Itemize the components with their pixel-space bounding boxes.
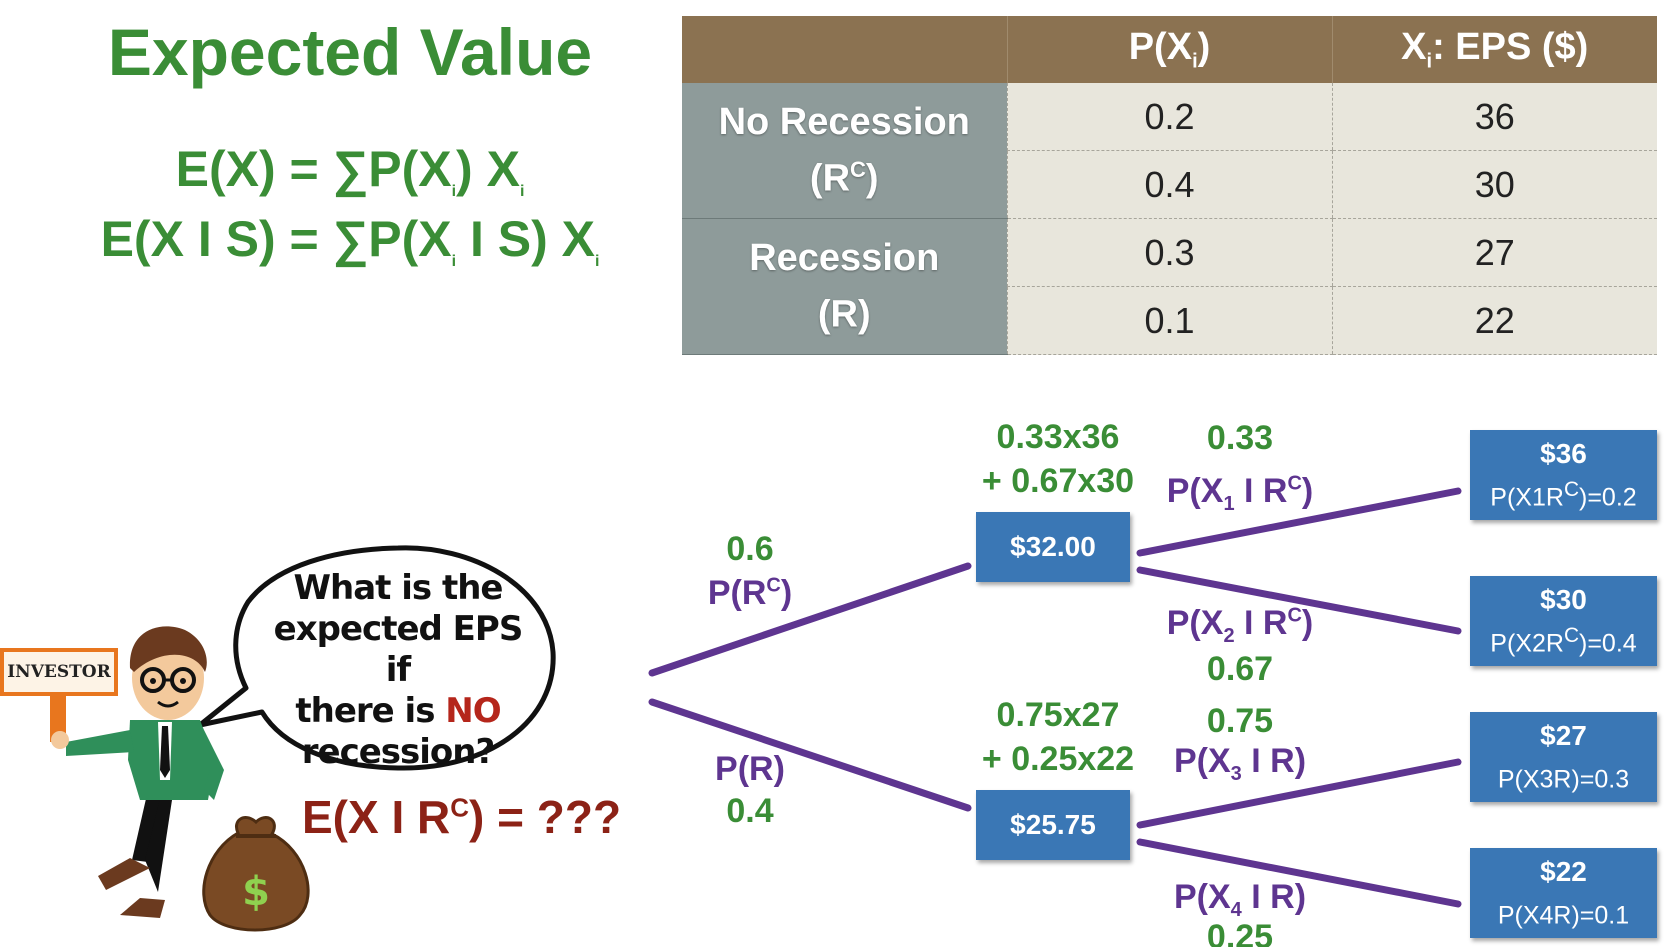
table-cell-probability: 0.2 bbox=[1006, 83, 1332, 151]
state-no-recession: No Recession (RC) bbox=[682, 83, 1007, 219]
table-cell-probability: 0.4 bbox=[1006, 150, 1332, 219]
lower-calc-line1: 0.75x27 bbox=[996, 696, 1120, 734]
leaf-node-30: $30 P(X2RC)=0.4 bbox=[1470, 576, 1657, 666]
leaf-amount: $27 bbox=[1540, 720, 1587, 751]
speech-bubble-text: What is the expected EPS if there is NO … bbox=[273, 568, 524, 772]
branch-line-x2 bbox=[1136, 566, 1462, 635]
probability-table: P(Xi) Xi: EPS ($) No Recession (RC) 0.2 3… bbox=[682, 16, 1657, 355]
table-cell-eps: 27 bbox=[1331, 218, 1657, 287]
expected-eps-question: E(X I RC) = ??? bbox=[302, 791, 622, 843]
recession-probability: 0.4 bbox=[726, 792, 774, 830]
investor-sign: INVESTOR bbox=[0, 648, 118, 696]
table-cell-eps: 30 bbox=[1331, 150, 1657, 219]
branch-line-x1 bbox=[1136, 487, 1462, 557]
no-recession-label: P(RC) bbox=[707, 574, 793, 612]
branch-x4-probability: 0.25 bbox=[1206, 918, 1274, 947]
page-title: Expected Value bbox=[107, 15, 593, 89]
branch-x3-probability: 0.75 bbox=[1206, 702, 1274, 740]
recession-label: P(R) bbox=[715, 750, 785, 788]
upper-calc-line1: 0.33x36 bbox=[996, 418, 1120, 456]
branch-x1-label: P(X1 I RC) bbox=[1166, 472, 1314, 515]
header-eps: Xi: EPS ($) bbox=[1332, 16, 1657, 83]
money-bag-symbol: $ bbox=[242, 869, 270, 915]
sign-post bbox=[50, 694, 66, 742]
table-cell-eps: 22 bbox=[1331, 286, 1657, 355]
leaf-amount: $30 bbox=[1540, 584, 1587, 615]
table-row: 0.1 22 bbox=[682, 286, 1657, 355]
lower-calc-line2: + 0.25x22 bbox=[981, 740, 1135, 778]
branch-x2-label: P(X2 I RC) bbox=[1166, 604, 1314, 647]
table-row: Recession (R) 0.3 27 bbox=[682, 218, 1657, 355]
branch-line-x4 bbox=[1136, 838, 1462, 908]
table-cell-probability: 0.1 bbox=[1006, 286, 1332, 355]
leaf-amount: $22 bbox=[1540, 856, 1587, 887]
table-cell-probability: 0.3 bbox=[1006, 218, 1332, 287]
expected-eps-recession-node: $25.75 bbox=[976, 790, 1130, 860]
leaf-amount: $36 bbox=[1540, 438, 1587, 469]
leaf-probability: P(X3R)=0.3 bbox=[1497, 765, 1630, 794]
investor-character bbox=[50, 626, 224, 918]
table-header-row: P(Xi) Xi: EPS ($) bbox=[682, 16, 1657, 83]
expected-value-formula: E(X) = ∑P(Xi) Xi bbox=[175, 141, 525, 200]
branch-x3-label: P(X3 I R) bbox=[1173, 742, 1307, 785]
speech-bubble bbox=[197, 545, 556, 771]
branch-line-recession bbox=[648, 698, 972, 812]
header-probability: P(Xi) bbox=[1007, 16, 1333, 83]
leaf-node-36: $36 P(X1RC)=0.2 bbox=[1470, 430, 1657, 520]
leaf-probability: P(X2RC)=0.4 bbox=[1490, 624, 1637, 658]
money-bag-icon: $ bbox=[202, 816, 310, 932]
leaf-probability: P(X4R)=0.1 bbox=[1497, 901, 1630, 930]
upper-calc-line2: + 0.67x30 bbox=[981, 462, 1135, 500]
leaf-probability: P(X1RC)=0.2 bbox=[1490, 478, 1637, 512]
table-cell-eps: 36 bbox=[1331, 83, 1657, 151]
branch-x1-probability: 0.33 bbox=[1206, 419, 1274, 457]
table-row: No Recession (RC) 0.2 36 bbox=[682, 83, 1657, 219]
state-recession: Recession (R) bbox=[682, 218, 1007, 355]
table-row: 0.4 30 bbox=[682, 150, 1657, 219]
leaf-node-22: $22 P(X4R)=0.1 bbox=[1470, 848, 1657, 938]
header-blank bbox=[682, 16, 1008, 83]
conditional-expected-value-formula: E(X I S) = ∑P(Xi I S) Xi bbox=[100, 211, 600, 270]
branch-line-x3 bbox=[1136, 758, 1462, 829]
leaf-node-27: $27 P(X3R)=0.3 bbox=[1470, 712, 1657, 802]
no-recession-probability: 0.6 bbox=[726, 530, 774, 568]
branch-x4-label: P(X4 I R) bbox=[1173, 878, 1307, 921]
branch-line-no-recession bbox=[648, 562, 972, 677]
expected-eps-no-recession-node: $32.00 bbox=[976, 512, 1130, 582]
branch-x2-probability: 0.67 bbox=[1206, 650, 1274, 688]
